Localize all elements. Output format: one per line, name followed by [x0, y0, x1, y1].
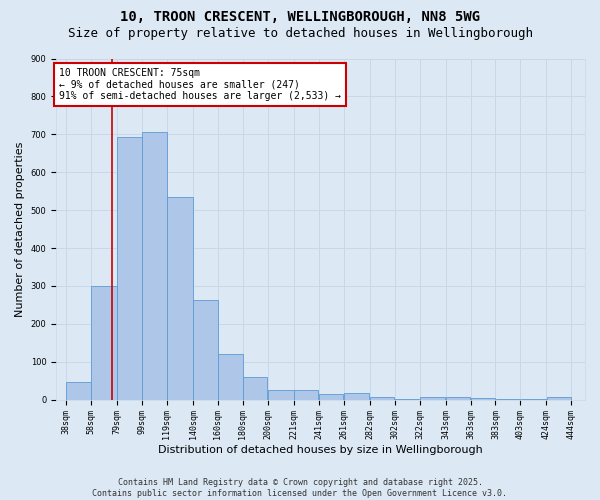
Bar — [243, 378, 268, 400]
Bar — [496, 399, 520, 400]
Text: Contains HM Land Registry data © Crown copyright and database right 2025.
Contai: Contains HM Land Registry data © Crown c… — [92, 478, 508, 498]
Bar — [344, 392, 370, 400]
Bar — [142, 132, 167, 400]
Bar — [471, 398, 495, 400]
Bar — [319, 394, 343, 400]
Bar — [547, 397, 571, 400]
Bar — [91, 286, 117, 400]
X-axis label: Distribution of detached houses by size in Wellingborough: Distribution of detached houses by size … — [158, 445, 483, 455]
Y-axis label: Number of detached properties: Number of detached properties — [15, 142, 25, 317]
Bar — [167, 197, 193, 400]
Bar — [446, 397, 470, 400]
Text: 10, TROON CRESCENT, WELLINGBOROUGH, NN8 5WG: 10, TROON CRESCENT, WELLINGBOROUGH, NN8 … — [120, 10, 480, 24]
Bar — [370, 396, 394, 400]
Bar — [193, 300, 218, 400]
Bar — [395, 398, 419, 400]
Bar — [268, 390, 293, 400]
Bar — [218, 354, 242, 400]
Text: Size of property relative to detached houses in Wellingborough: Size of property relative to detached ho… — [67, 28, 533, 40]
Bar — [420, 397, 445, 400]
Bar — [118, 137, 142, 400]
Bar — [294, 390, 319, 400]
Bar — [67, 382, 91, 400]
Text: 10 TROON CRESCENT: 75sqm
← 9% of detached houses are smaller (247)
91% of semi-d: 10 TROON CRESCENT: 75sqm ← 9% of detache… — [59, 68, 341, 101]
